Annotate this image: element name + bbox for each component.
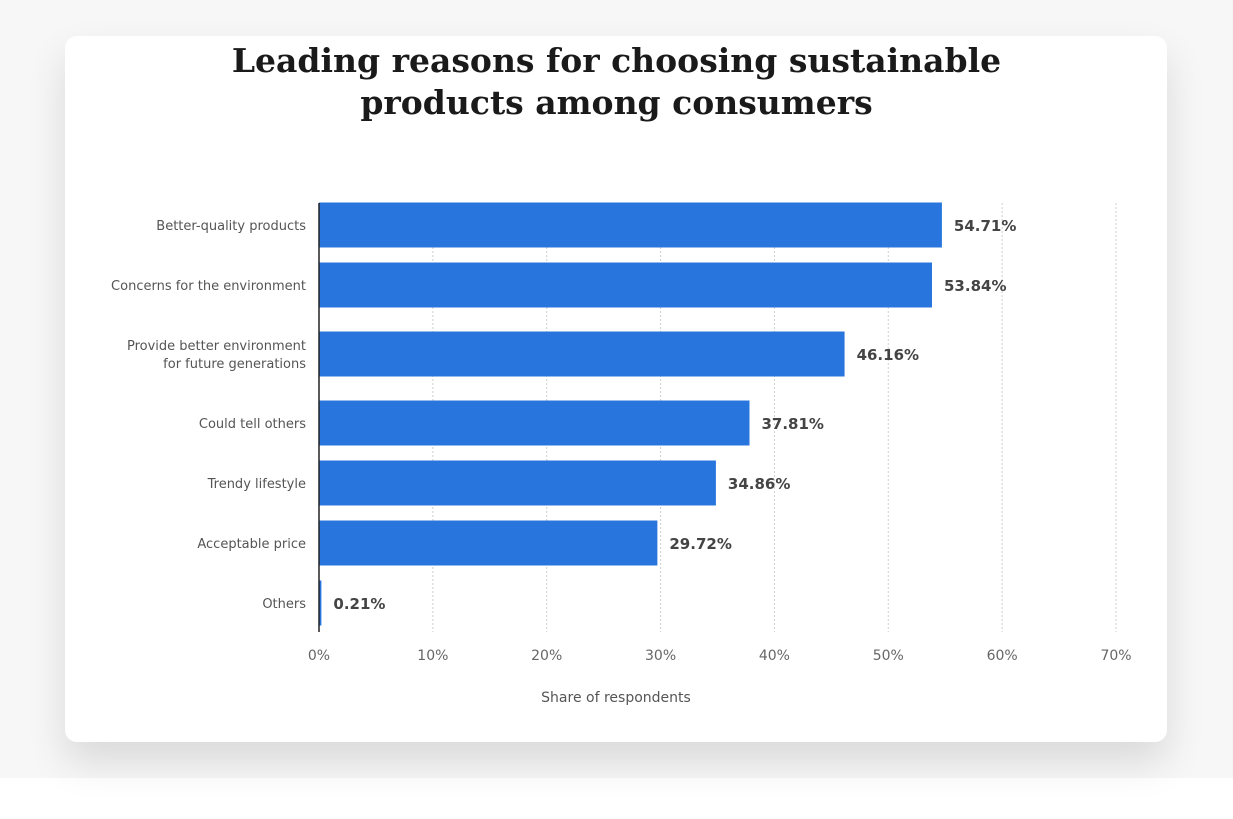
x-tick-label: 0%	[308, 648, 330, 664]
x-tick-label: 60%	[987, 648, 1018, 664]
x-tick-label: 70%	[1100, 648, 1131, 664]
category-label: Concerns for the environment	[111, 279, 306, 294]
x-tick-label: 20%	[531, 648, 562, 664]
title-line-1: Leading reasons for choosing sustainable	[231, 41, 1002, 80]
data-label: 54.71%	[954, 217, 1016, 235]
x-tick-label: 50%	[873, 648, 904, 664]
data-label: 0.21%	[333, 595, 385, 613]
x-axis-title: Share of respondents	[541, 690, 691, 706]
category-label: Others	[262, 597, 306, 612]
bar	[319, 400, 750, 446]
data-label: 37.81%	[761, 415, 823, 433]
bar	[319, 331, 845, 377]
category-label: Could tell others	[199, 417, 306, 432]
title-line-2: products among consumers	[360, 83, 873, 122]
x-tick-label: 40%	[759, 648, 790, 664]
data-label: 29.72%	[669, 535, 731, 553]
category-label: Better-quality products	[156, 219, 306, 234]
bar	[319, 202, 942, 248]
x-tick-label: 30%	[645, 648, 676, 664]
category-label: Provide better environment	[127, 339, 306, 354]
bar	[319, 580, 322, 626]
bar	[319, 262, 933, 308]
bar	[319, 520, 658, 566]
category-label: for future generations	[163, 357, 306, 372]
data-label: 46.16%	[857, 346, 919, 364]
category-label: Trendy lifestyle	[207, 477, 306, 492]
chart-title: Leading reasons for choosing sustainable…	[0, 40, 1233, 124]
bar	[319, 460, 716, 506]
data-label: 53.84%	[944, 277, 1006, 295]
category-label: Acceptable price	[197, 537, 306, 552]
data-label: 34.86%	[728, 475, 790, 493]
chart-card	[65, 36, 1167, 742]
x-tick-label: 10%	[417, 648, 448, 664]
